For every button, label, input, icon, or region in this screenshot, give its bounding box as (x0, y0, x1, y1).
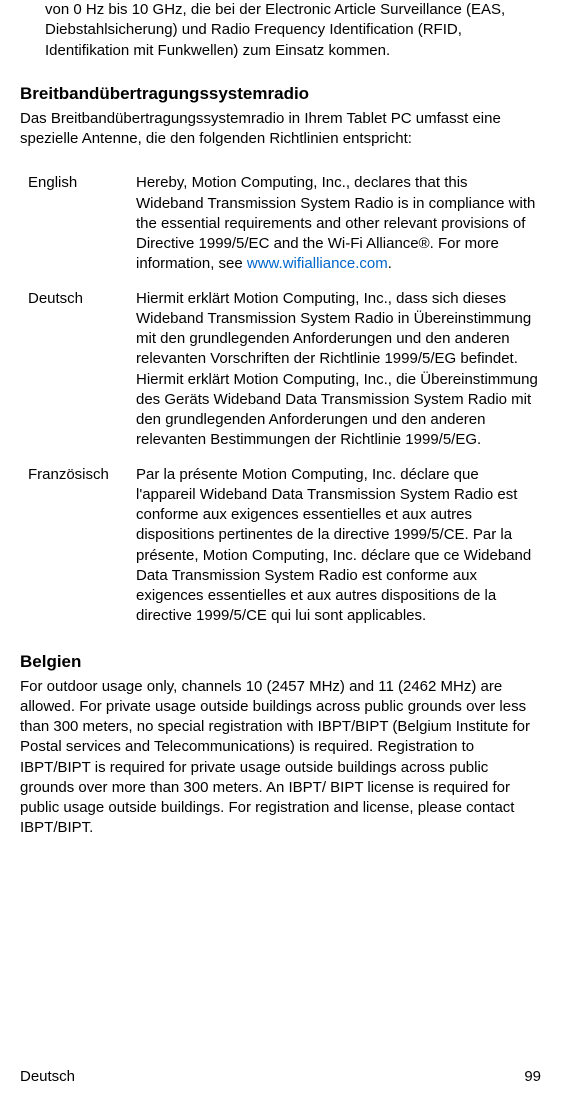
section2-body: For outdoor usage only, channels 10 (245… (20, 677, 541, 839)
table-row: English Hereby, Motion Computing, Inc., … (20, 173, 541, 274)
section1-heading: Breitbandübertragungssystemradio (20, 83, 541, 105)
wifi-alliance-link[interactable]: www.wifialliance.com (247, 255, 388, 272)
lang-content-franzoesisch: Par la présente Motion Computing, Inc. d… (136, 465, 541, 627)
footer-left: Deutsch (20, 1068, 75, 1085)
lang-label-franzoesisch: Französisch (28, 465, 136, 627)
page-footer: Deutsch 99 (20, 1068, 541, 1085)
section1-body: Das Breitbandübertragungssystemradio in … (20, 109, 541, 150)
intro-text: von 0 Hz bis 10 GHz, die bei der Electro… (45, 0, 541, 61)
table-row: Deutsch Hiermit erklärt Motion Computing… (20, 289, 541, 451)
lang-content-deutsch: Hiermit erklärt Motion Computing, Inc., … (136, 289, 541, 451)
lang-text-after: . (388, 255, 392, 272)
footer-page-number: 99 (524, 1068, 541, 1085)
lang-label-deutsch: Deutsch (28, 289, 136, 451)
language-table: English Hereby, Motion Computing, Inc., … (20, 173, 541, 626)
section2-heading: Belgien (20, 651, 541, 673)
lang-label-english: English (28, 173, 136, 274)
lang-content-english: Hereby, Motion Computing, Inc., declares… (136, 173, 541, 274)
table-row: Französisch Par la présente Motion Compu… (20, 465, 541, 627)
